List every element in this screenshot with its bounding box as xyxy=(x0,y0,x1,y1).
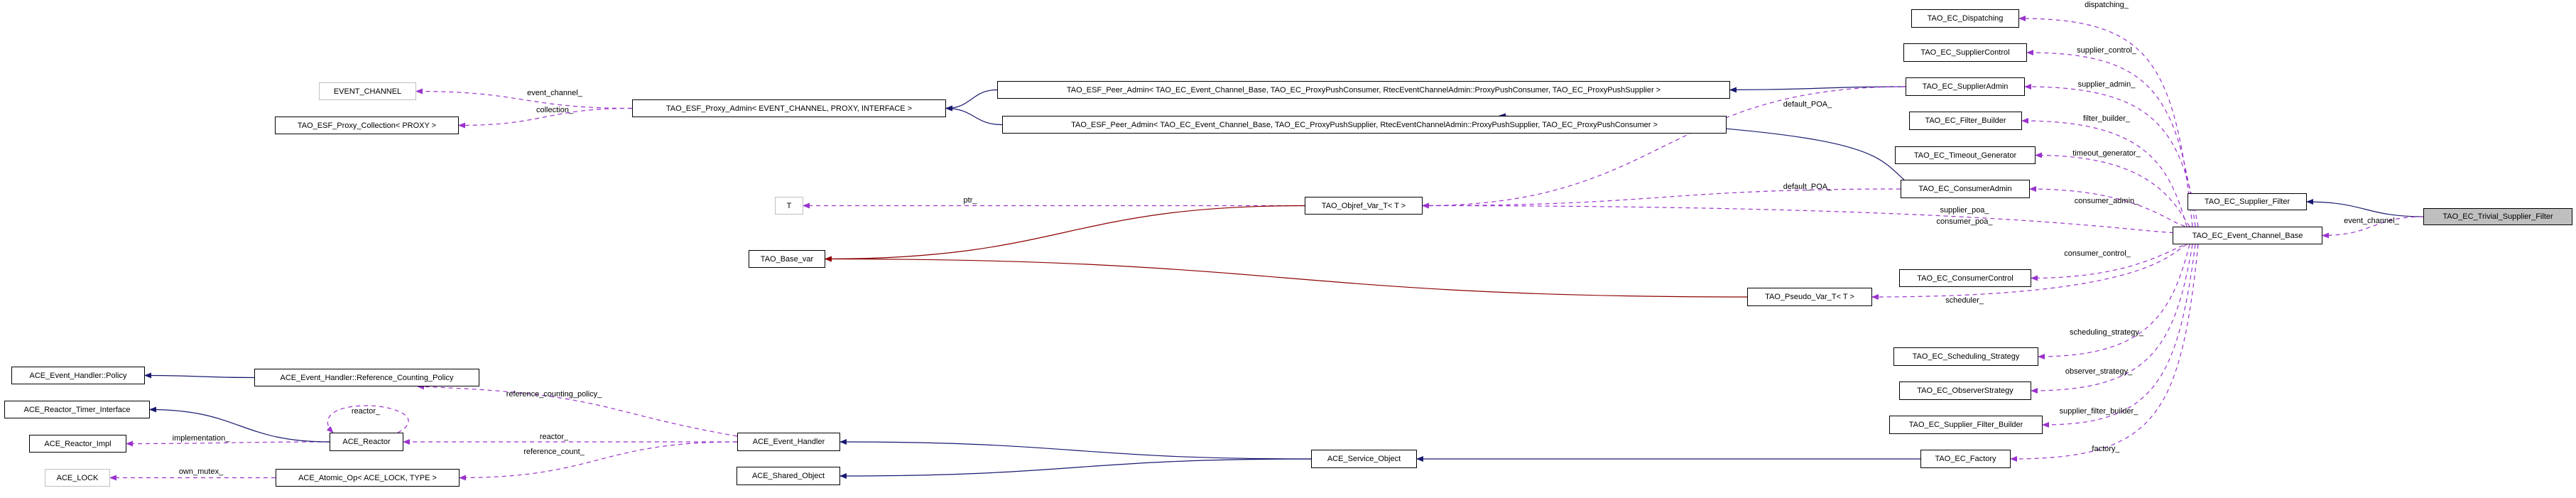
edge-label: event_channel_ xyxy=(527,89,583,97)
edge-label: timeout_generator_ xyxy=(2072,149,2141,158)
edge-usage-proxyadmin-to-coll xyxy=(458,107,633,129)
class-node-so[interactable]: ACE_Shared_Object xyxy=(737,467,840,485)
edge-label: scheduling_strategy_ xyxy=(2070,328,2144,337)
edge-label: filter_builder_ xyxy=(2083,114,2131,123)
class-node-svc[interactable]: ACE_Service_Object xyxy=(1311,450,1417,468)
edge-label: event_channel_ xyxy=(2344,217,2400,225)
edge-usage-ecb-to-disp xyxy=(2018,16,2193,227)
edge-label: observer_strategy_ xyxy=(2065,367,2133,376)
edge-label: supplier_poa_ xyxy=(1940,206,1989,215)
edge-label: ptr_ xyxy=(964,196,978,205)
class-node-sfb[interactable]: TAO_EC_Supplier_Filter_Builder xyxy=(1889,416,2043,434)
edge-usage-ecb-to-sadm xyxy=(2024,84,2199,227)
edge-label: own_mutex_ xyxy=(179,467,224,476)
class-node-proxyadmin[interactable]: TAO_ESF_Proxy_Admin< EVENT_CHANNEL, PROX… xyxy=(632,99,946,117)
edge-label: supplier_admin_ xyxy=(2078,80,2136,89)
edge-label: reactor_ xyxy=(540,433,569,441)
class-node-rti[interactable]: ACE_Reactor_Timer_Interface xyxy=(4,401,150,418)
class-node-fact[interactable]: TAO_EC_Factory xyxy=(1920,450,2011,468)
edge-label: default_POA_ xyxy=(1783,100,1832,109)
edge-inheritance-svc-to-so xyxy=(839,458,1312,479)
edge-label: consumer_admin_ xyxy=(2075,197,2139,205)
edge-label: reference_counting_policy_ xyxy=(506,390,602,399)
class-node-sctl[interactable]: TAO_EC_SupplierControl xyxy=(1903,43,2027,62)
class-node-coll[interactable]: TAO_ESF_Proxy_Collection< PROXY > xyxy=(275,117,459,134)
edge-label: scheduler_ xyxy=(1945,296,1984,305)
class-node-pseudo[interactable]: TAO_Pseudo_Var_T< T > xyxy=(1747,288,1872,306)
edge-usage-sadm-to-objref xyxy=(1422,86,1906,209)
edge-label: dispatching_ xyxy=(2085,1,2129,9)
edge-usage-ecb-to-fact xyxy=(2010,244,2199,462)
edge-label: reference_count_ xyxy=(523,448,585,456)
edge-usage-ecb-to-cctl xyxy=(2031,242,2199,281)
class-node-eh[interactable]: ACE_Event_Handler xyxy=(737,433,840,451)
edge-label: supplier_control_ xyxy=(2077,46,2137,55)
class-node-atomic[interactable]: ACE_Atomic_Op< ACE_LOCK, TYPE > xyxy=(276,469,460,487)
class-node-lock[interactable]: ACE_LOCK xyxy=(45,469,110,487)
edge-usage-ecb-to-fb xyxy=(2021,118,2188,227)
class-node-tg[interactable]: TAO_EC_Timeout_Generator xyxy=(1895,146,2036,164)
class-node-cadm[interactable]: TAO_EC_ConsumerAdmin xyxy=(1901,180,2030,198)
class-node-policy[interactable]: ACE_Event_Handler::Policy xyxy=(11,367,145,384)
edge-usage-reactor-to-reactor xyxy=(326,405,409,433)
edge-usage-ecb-to-obs xyxy=(2031,244,2193,394)
edge-inheritance-sadm-to-peer1 xyxy=(1729,86,1906,93)
edge-inheritance-reactor-to-rti xyxy=(149,406,330,443)
class-node-reactor[interactable]: ACE_Reactor xyxy=(330,433,403,451)
edge-usage-eh-to-atomic xyxy=(459,441,738,481)
edge-template-pseudo-to-basevar xyxy=(825,256,1748,298)
edge-label: collection_ xyxy=(536,106,574,114)
class-node-sadm[interactable]: TAO_EC_SupplierAdmin xyxy=(1906,77,2025,96)
edge-usage-ecb-to-objref xyxy=(1422,202,2196,234)
class-node-evch[interactable]: EVENT_CHANNEL xyxy=(319,82,416,100)
edge-label: factory_ xyxy=(2092,445,2120,453)
class-node-obs[interactable]: TAO_EC_ObserverStrategy xyxy=(1899,381,2031,400)
class-node-peer2[interactable]: TAO_ESF_Peer_Admin< TAO_EC_Event_Channel… xyxy=(1002,116,1727,134)
class-node-fb[interactable]: TAO_EC_Filter_Builder xyxy=(1909,112,2022,130)
class-node-peer1[interactable]: TAO_ESF_Peer_Admin< TAO_EC_Event_Channel… xyxy=(997,81,1730,99)
edge-inheritance-peer1-to-proxyadmin xyxy=(945,89,998,112)
edge-usage-ecb-to-tg xyxy=(2035,152,2190,227)
edge-label: consumer_control_ xyxy=(2064,249,2131,258)
edge-usage-trivial-to-ecb xyxy=(2322,216,2424,239)
class-node-rcp[interactable]: ACE_Event_Handler::Reference_Counting_Po… xyxy=(254,369,479,386)
edge-usage-ecb-to-sfb xyxy=(2042,244,2196,428)
class-node-sched[interactable]: TAO_EC_Scheduling_Strategy xyxy=(1893,347,2038,366)
class-node-cctl[interactable]: TAO_EC_ConsumerControl xyxy=(1899,269,2031,287)
edge-label: default_POA_ xyxy=(1783,183,1832,191)
edge-usage-ecb-to-pseudo xyxy=(1871,244,2188,300)
edge-inheritance-peer2-to-proxyadmin xyxy=(945,105,1003,126)
class-node-sfilter[interactable]: TAO_EC_Supplier_Filter xyxy=(2188,193,2307,210)
edge-inheritance-svc-to-eh xyxy=(839,439,1312,460)
class-node-T[interactable]: T xyxy=(775,197,803,215)
edge-label: reactor_ xyxy=(352,407,381,416)
class-node-ecb[interactable]: TAO_EC_Event_Channel_Base xyxy=(2173,227,2322,244)
edge-label: implementation_ xyxy=(173,434,231,443)
edge-template-objref-to-basevar xyxy=(825,205,1305,262)
edge-usage-ecb-to-cadm xyxy=(2029,186,2193,228)
edge-usage-reactor-to-rimpl xyxy=(126,440,330,447)
edge-inheritance-trivial-to-sfilter xyxy=(2306,199,2424,217)
edge-usage-cadm-to-objref xyxy=(1422,188,1901,209)
edge-usage-ecb-to-sched xyxy=(2038,244,2190,359)
class-node-objref[interactable]: TAO_Objref_Var_T< T > xyxy=(1305,197,1423,215)
edge-inheritance-rcp-to-policy xyxy=(144,372,255,379)
class-node-basevar[interactable]: TAO_Base_var xyxy=(749,250,825,268)
edge-label: supplier_filter_builder_ xyxy=(2060,407,2139,416)
edge-usage-proxyadmin-to-evch xyxy=(415,88,633,109)
edge-usage-eh-to-rcp xyxy=(417,384,738,437)
edge-label: consumer_poa_ xyxy=(1937,217,1994,226)
class-node-rimpl[interactable]: ACE_Reactor_Impl xyxy=(29,435,126,453)
class-node-disp[interactable]: TAO_EC_Dispatching xyxy=(1911,9,2019,28)
edge-usage-ecb-to-sctl xyxy=(2026,50,2196,227)
class-node-trivial[interactable]: TAO_EC_Trivial_Supplier_Filter xyxy=(2423,208,2572,225)
